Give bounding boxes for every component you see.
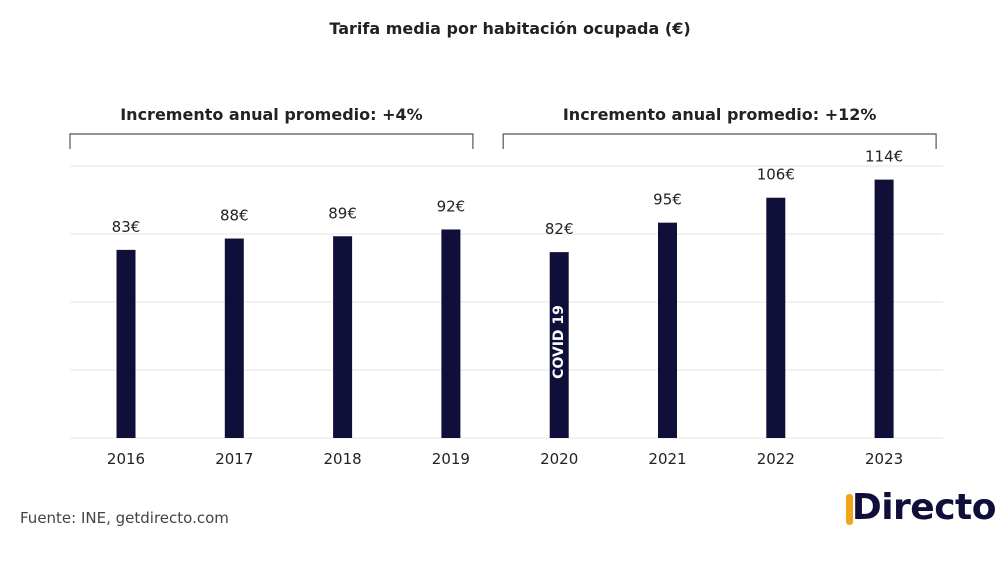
logo-text: Directo <box>851 487 997 528</box>
x-tick-labels: 2016 2017 2018 2019 2020 2021 2022 2023 <box>107 450 903 468</box>
value-label-2020: 82€ <box>545 220 574 238</box>
source-note: Fuente: INE, getdirecto.com <box>20 509 229 527</box>
logo-mark-icon <box>845 493 853 525</box>
bar-texts: COVID 19 <box>551 305 567 379</box>
tick-label-2020: 2020 <box>540 450 578 468</box>
bars <box>116 179 894 438</box>
directo-logo: Directo <box>845 487 997 528</box>
bar-2023 <box>874 179 894 438</box>
bar-2017 <box>224 238 244 438</box>
chart-title: Tarifa media por habitación ocupada (€) <box>329 19 690 38</box>
value-label-2021: 95€ <box>653 191 682 209</box>
value-label-2017: 88€ <box>220 207 249 225</box>
value-labels: 83€ 88€ 89€ 92€ 82€ 95€ 106€ 114€ <box>112 148 904 239</box>
covid-label: COVID 19 <box>551 305 567 379</box>
bracket-label: Incremento anual promedio: +12% <box>563 105 877 124</box>
bar-2016 <box>116 249 136 438</box>
tick-label-2022: 2022 <box>757 450 795 468</box>
bracket-line <box>502 133 937 149</box>
value-label-2018: 89€ <box>328 204 357 222</box>
bracket-2: Incremento anual promedio: +12% <box>502 105 937 149</box>
bar-2021 <box>658 222 677 438</box>
tick-label-2023: 2023 <box>865 450 903 468</box>
tick-label-2018: 2018 <box>324 450 362 468</box>
value-label-2022: 106€ <box>757 166 795 184</box>
bracket-label: Incremento anual promedio: +4% <box>120 105 422 124</box>
tick-label-2017: 2017 <box>215 450 253 468</box>
bracket-line <box>69 133 474 149</box>
bracket-annotations: Incremento anual promedio: +4% Incremento… <box>69 105 937 149</box>
value-label-2019: 92€ <box>437 197 466 215</box>
bar-2018 <box>333 236 353 438</box>
value-label-2023: 114€ <box>865 148 903 166</box>
tick-label-2019: 2019 <box>432 450 470 468</box>
bracket-1: Incremento anual promedio: +4% <box>69 105 474 149</box>
bar-2020 <box>549 252 569 438</box>
bar-2022 <box>766 197 786 438</box>
tick-label-2016: 2016 <box>107 450 145 468</box>
value-label-2016: 83€ <box>112 218 141 236</box>
tick-label-2021: 2021 <box>648 450 686 468</box>
grid-lines <box>70 165 943 439</box>
bar-2019 <box>441 229 461 438</box>
